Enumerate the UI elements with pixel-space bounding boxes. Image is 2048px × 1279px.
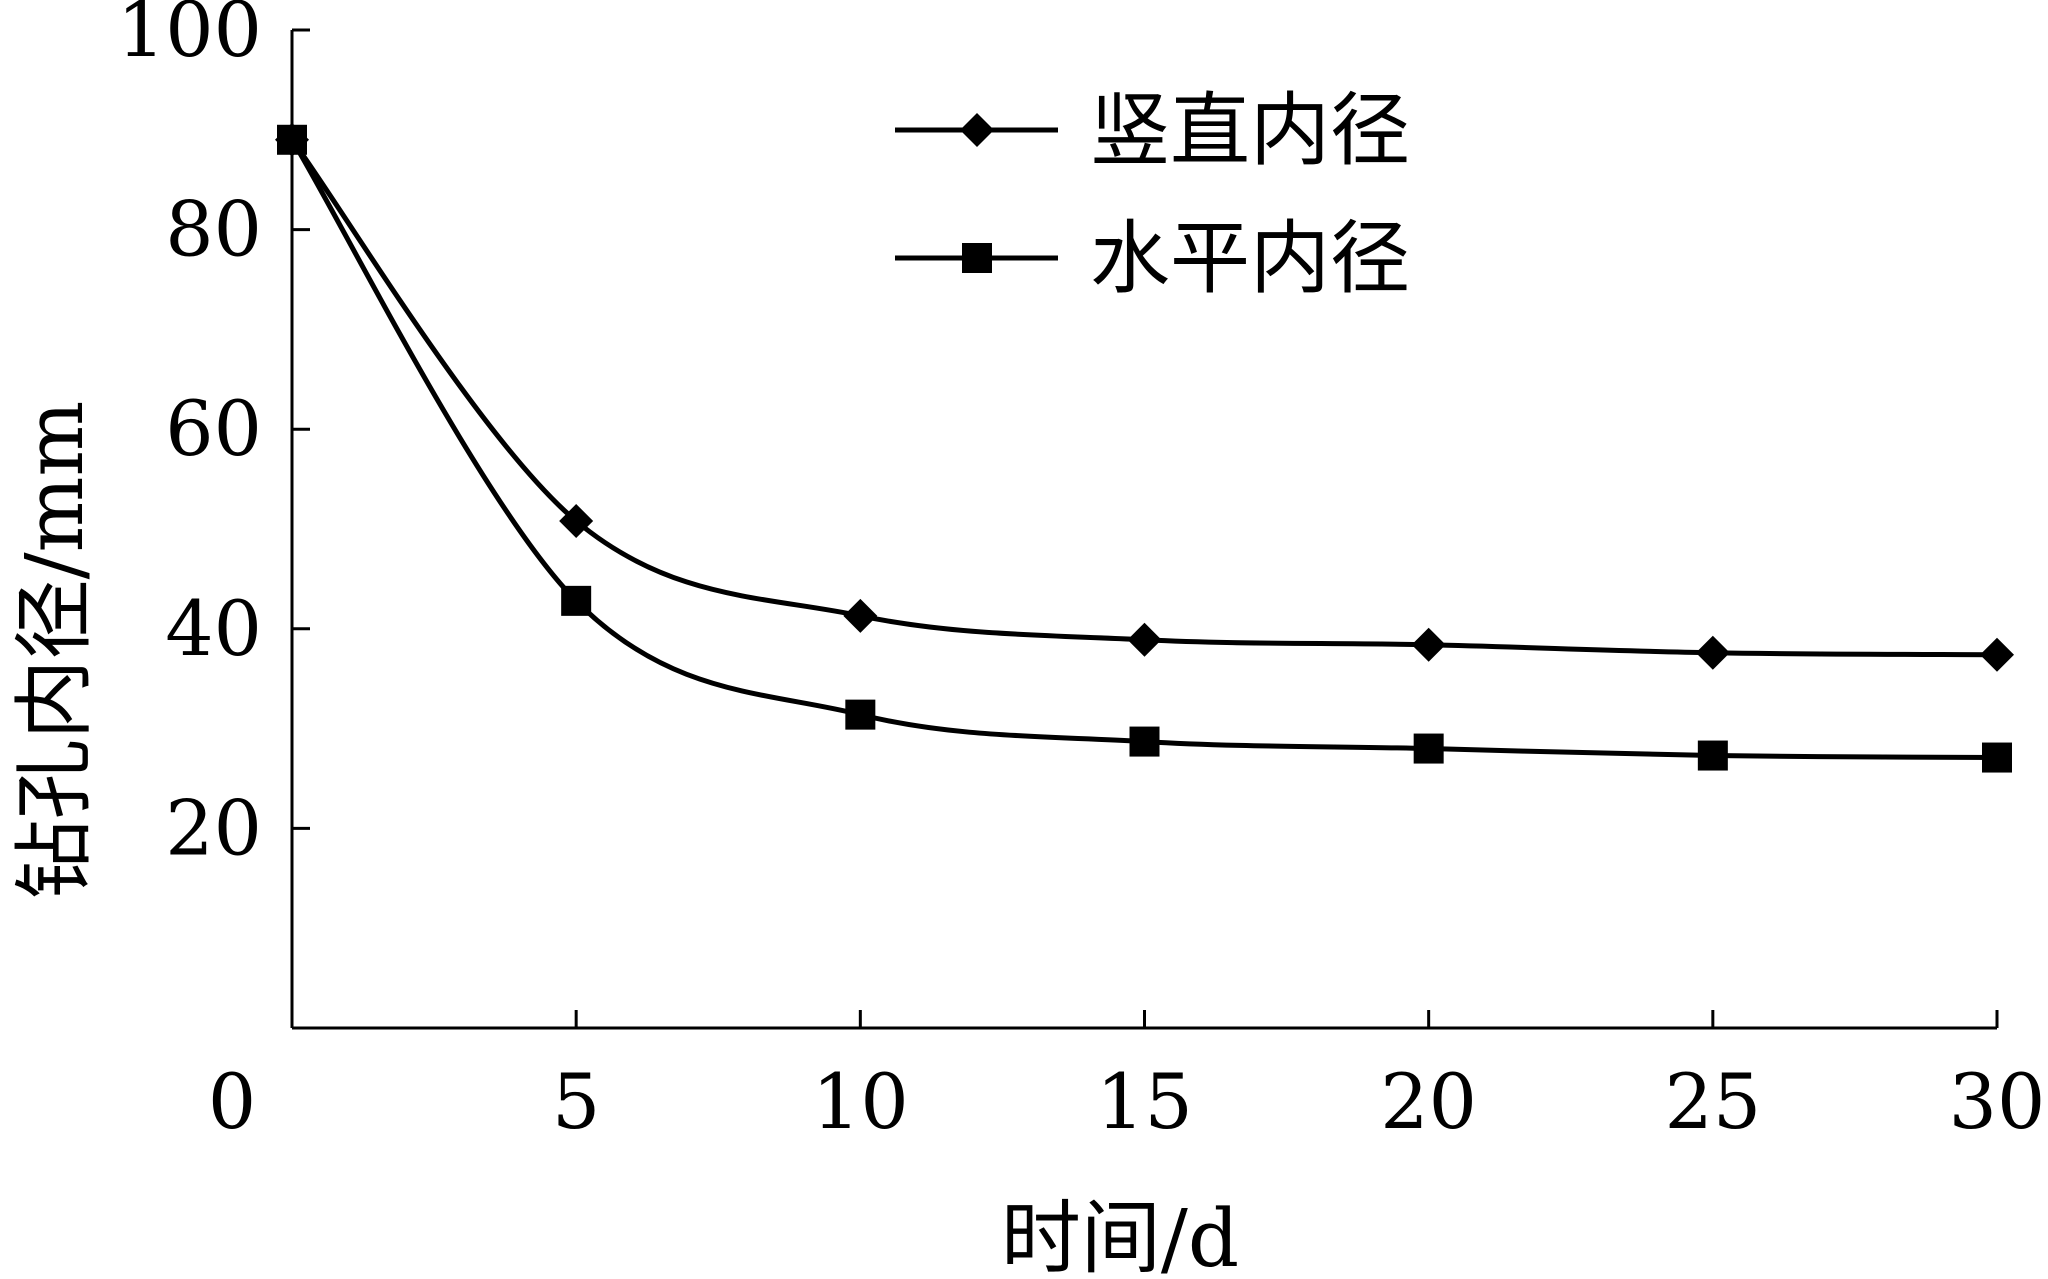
series-2: [277, 124, 2012, 773]
series-layer: [275, 122, 2014, 773]
x-tick-label: 15: [1096, 1057, 1193, 1146]
data-point: [1129, 726, 1160, 757]
y-tick-label: 40: [165, 584, 262, 673]
legend-label: 竖直内径: [1090, 84, 1410, 177]
y-tick-label: 60: [165, 384, 262, 473]
data-point: [1980, 637, 2014, 672]
series-1: [275, 122, 2014, 672]
x-tick-label: 0: [208, 1057, 256, 1146]
y-tick-label: 80: [165, 185, 262, 274]
legend-marker: [962, 243, 992, 273]
x-tick-label: 10: [812, 1057, 909, 1146]
y-tick-label: 100: [117, 0, 262, 74]
y-tick-label: 20: [165, 783, 262, 872]
data-point: [845, 699, 876, 730]
data-point: [1411, 627, 1446, 662]
y-axis-title: 钻孔内径/mm: [8, 401, 101, 900]
data-point: [277, 124, 307, 155]
x-tick-label: 5: [552, 1057, 600, 1146]
x-tick-label: 30: [1949, 1057, 2046, 1146]
legend-marker: [960, 113, 994, 147]
legend-label: 水平内径: [1090, 212, 1410, 305]
data-point: [1697, 740, 1728, 771]
data-point: [1127, 622, 1162, 657]
data-point: [1982, 742, 2012, 773]
legend-entry: 竖直内径: [895, 84, 1410, 177]
data-point: [1413, 733, 1444, 764]
x-tick-label: 20: [1380, 1057, 1477, 1146]
data-point: [1695, 635, 1730, 670]
legend-entry: 水平内径: [895, 212, 1410, 305]
axes: 0 5 10 15 20 25 30 20 40 60 80 100: [117, 0, 2045, 1146]
data-point: [561, 585, 592, 616]
data-point: [843, 598, 878, 633]
data-point: [559, 504, 594, 539]
x-tick-label: 25: [1664, 1057, 1761, 1146]
x-axis-title: 时间/d: [1001, 1192, 1239, 1279]
